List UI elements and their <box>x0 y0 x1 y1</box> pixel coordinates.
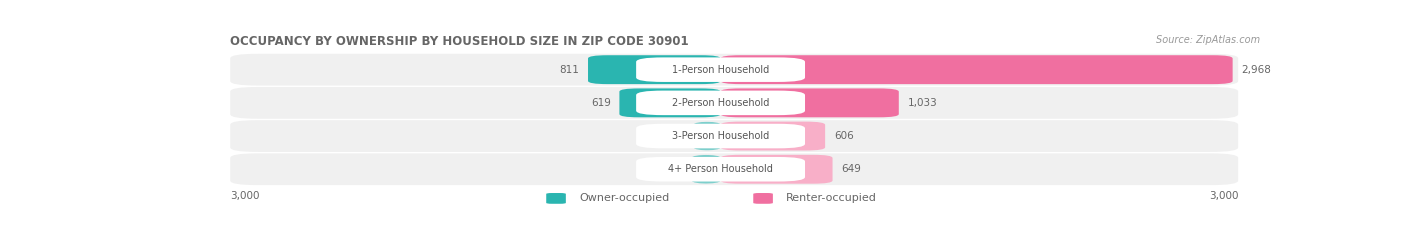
FancyBboxPatch shape <box>231 54 1239 86</box>
Text: 3,000: 3,000 <box>231 191 260 201</box>
FancyBboxPatch shape <box>636 157 806 182</box>
Text: 3-Person Household: 3-Person Household <box>672 131 769 141</box>
Text: 4+ Person Household: 4+ Person Household <box>668 164 773 174</box>
Text: 165: 165 <box>665 131 685 141</box>
FancyBboxPatch shape <box>231 153 1239 185</box>
Text: Source: ZipAtlas.com: Source: ZipAtlas.com <box>1156 35 1260 45</box>
FancyBboxPatch shape <box>692 155 721 184</box>
Text: 3,000: 3,000 <box>1209 191 1239 201</box>
FancyBboxPatch shape <box>231 120 1239 152</box>
Text: OCCUPANCY BY OWNERSHIP BY HOUSEHOLD SIZE IN ZIP CODE 30901: OCCUPANCY BY OWNERSHIP BY HOUSEHOLD SIZE… <box>231 35 689 48</box>
Text: 811: 811 <box>560 65 579 75</box>
Text: 619: 619 <box>591 98 610 108</box>
FancyBboxPatch shape <box>693 122 721 151</box>
FancyBboxPatch shape <box>620 88 721 117</box>
Text: Owner-occupied: Owner-occupied <box>579 193 669 203</box>
FancyBboxPatch shape <box>636 124 806 148</box>
FancyBboxPatch shape <box>721 122 825 151</box>
Text: 649: 649 <box>841 164 860 174</box>
FancyBboxPatch shape <box>231 87 1239 119</box>
Text: 2-Person Household: 2-Person Household <box>672 98 769 108</box>
Text: 177: 177 <box>664 164 683 174</box>
FancyBboxPatch shape <box>721 55 1233 84</box>
FancyBboxPatch shape <box>754 193 773 204</box>
Text: 1,033: 1,033 <box>907 98 938 108</box>
Text: 1-Person Household: 1-Person Household <box>672 65 769 75</box>
Text: Renter-occupied: Renter-occupied <box>786 193 877 203</box>
FancyBboxPatch shape <box>546 193 565 204</box>
FancyBboxPatch shape <box>636 91 806 115</box>
FancyBboxPatch shape <box>721 155 832 184</box>
Text: 2,968: 2,968 <box>1241 65 1271 75</box>
Text: 606: 606 <box>834 131 853 141</box>
FancyBboxPatch shape <box>588 55 721 84</box>
FancyBboxPatch shape <box>721 88 898 117</box>
FancyBboxPatch shape <box>636 57 806 82</box>
